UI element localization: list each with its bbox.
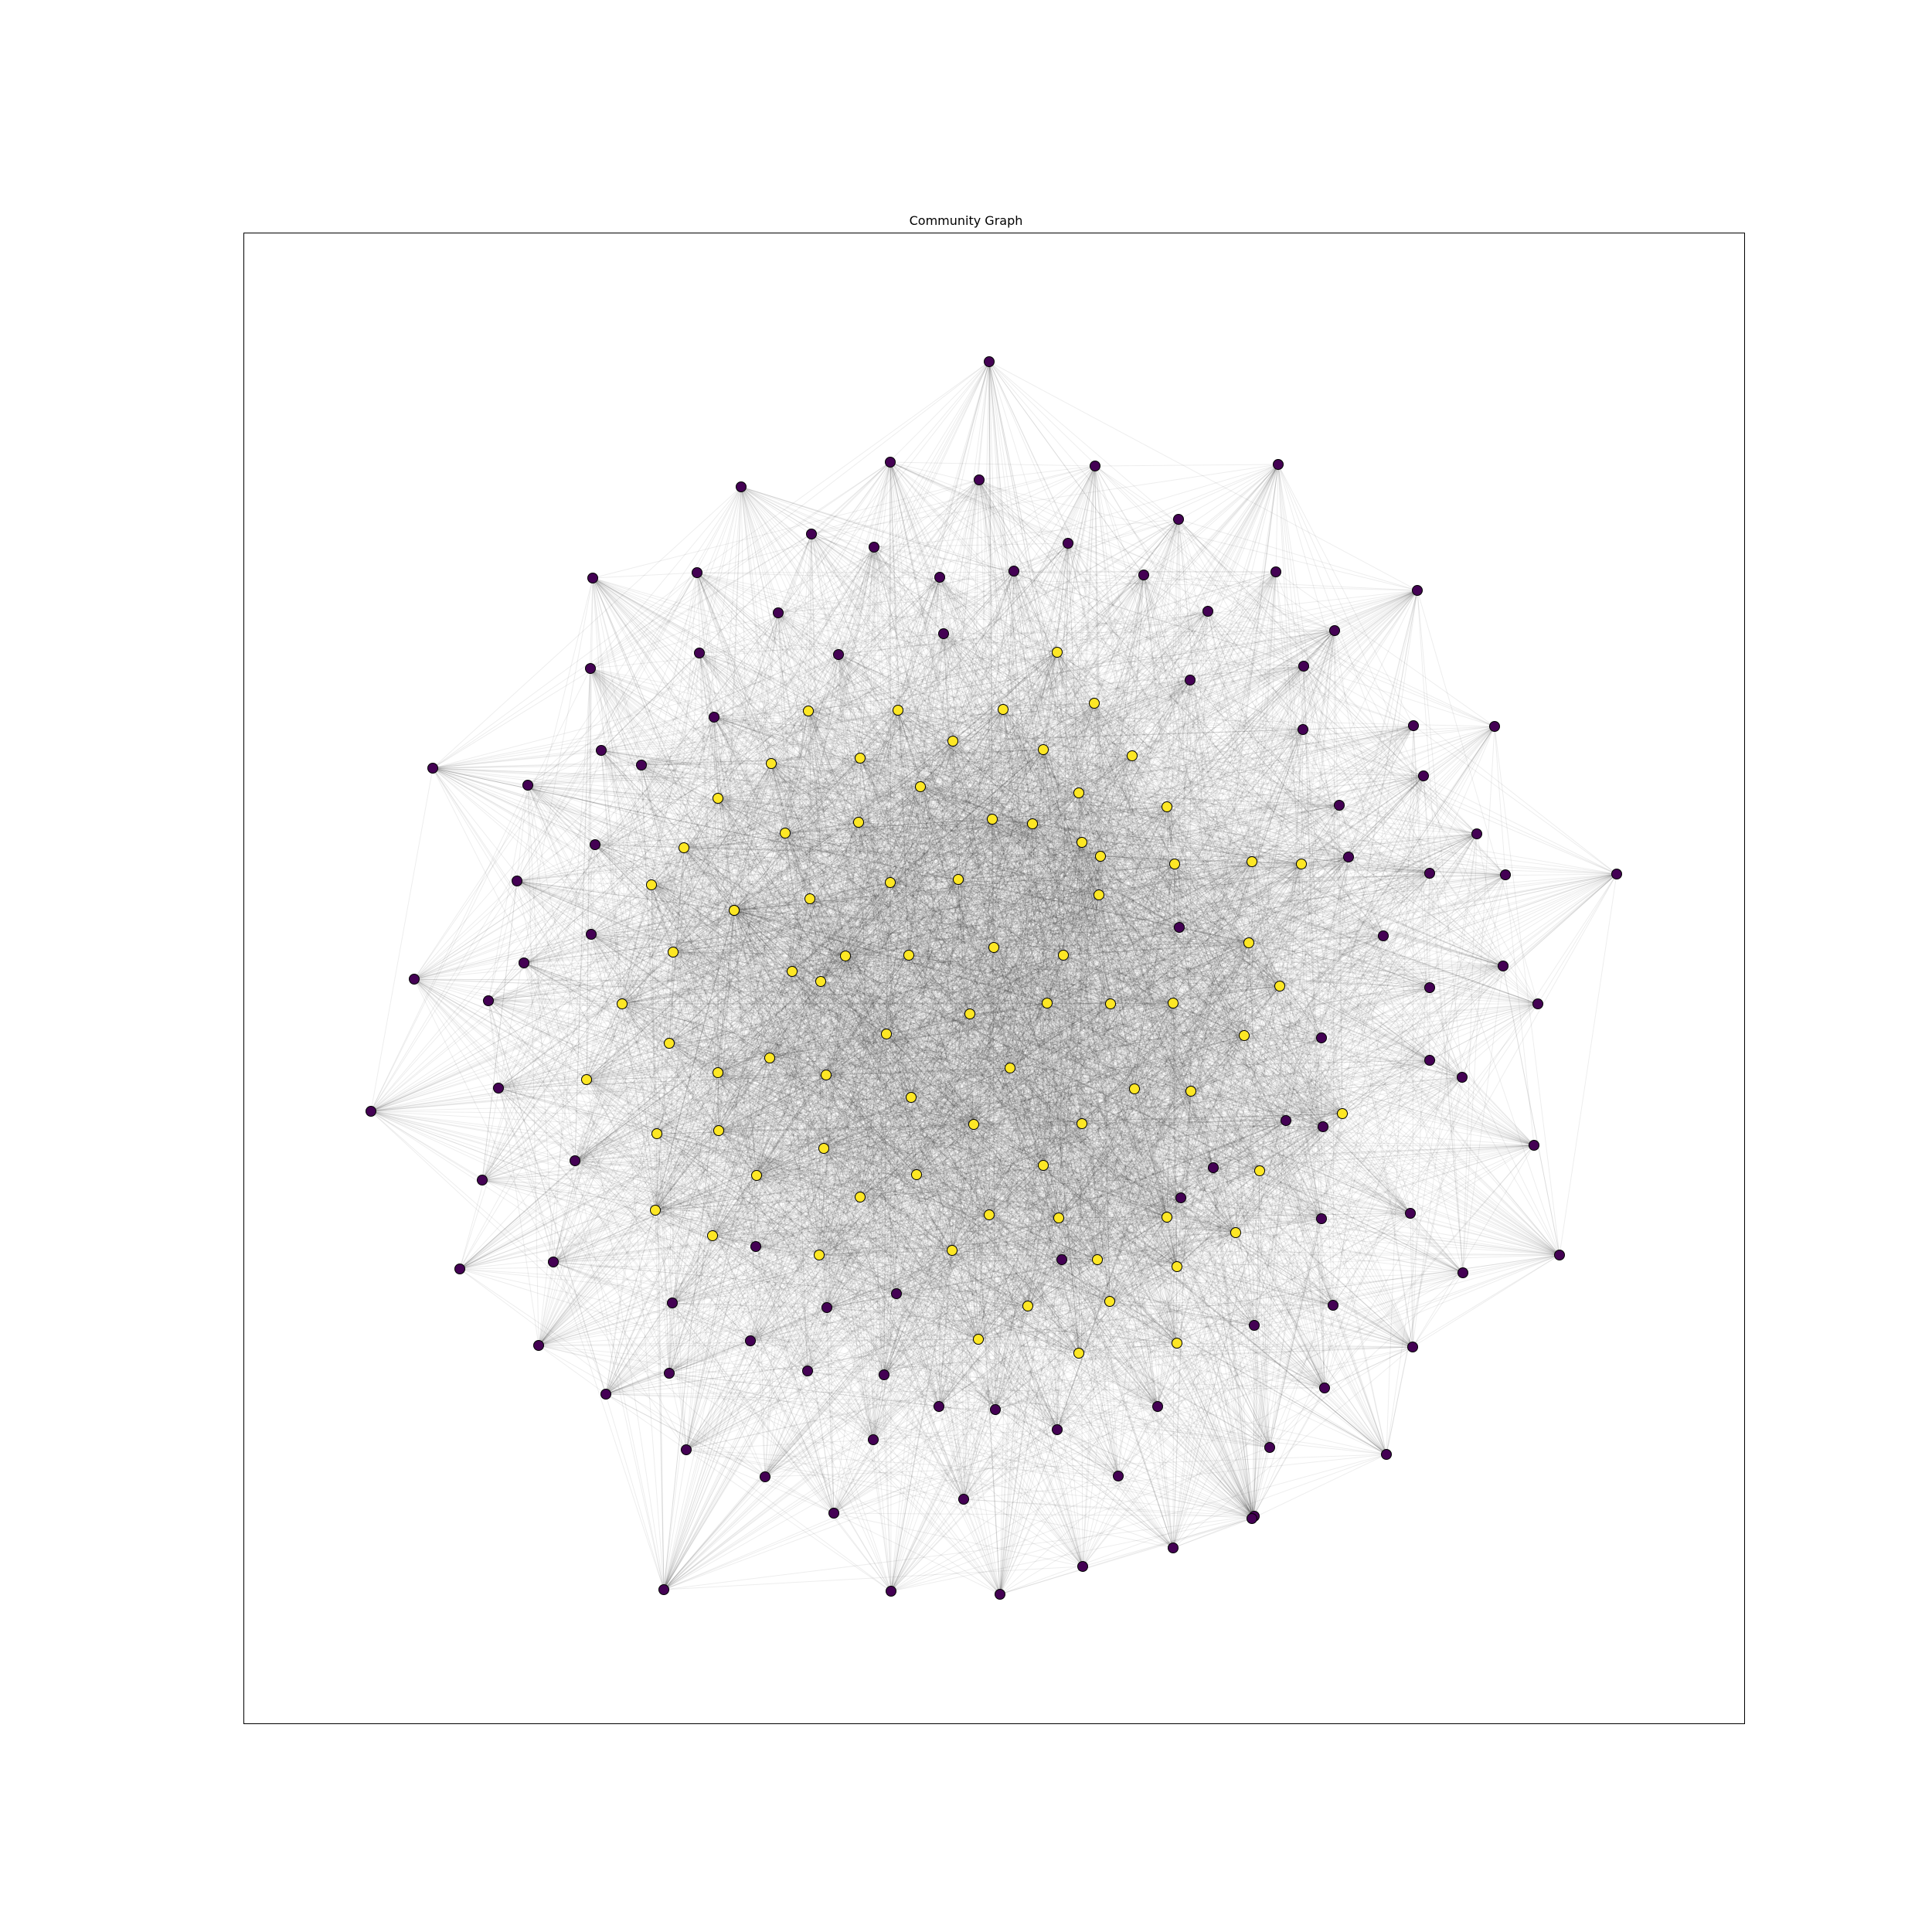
graph-edge xyxy=(890,462,1095,466)
graph-edge xyxy=(1095,464,1278,466)
graph-edge xyxy=(664,1566,1083,1590)
graph-edge xyxy=(1560,874,1617,1255)
graph-edge xyxy=(371,785,528,1111)
graph-edge xyxy=(1000,1519,1252,1594)
graph-edge xyxy=(1173,1519,1252,1548)
graph-edge xyxy=(1495,726,1560,1255)
graph-edge xyxy=(1095,466,1335,631)
graph-edge xyxy=(1252,1454,1386,1519)
